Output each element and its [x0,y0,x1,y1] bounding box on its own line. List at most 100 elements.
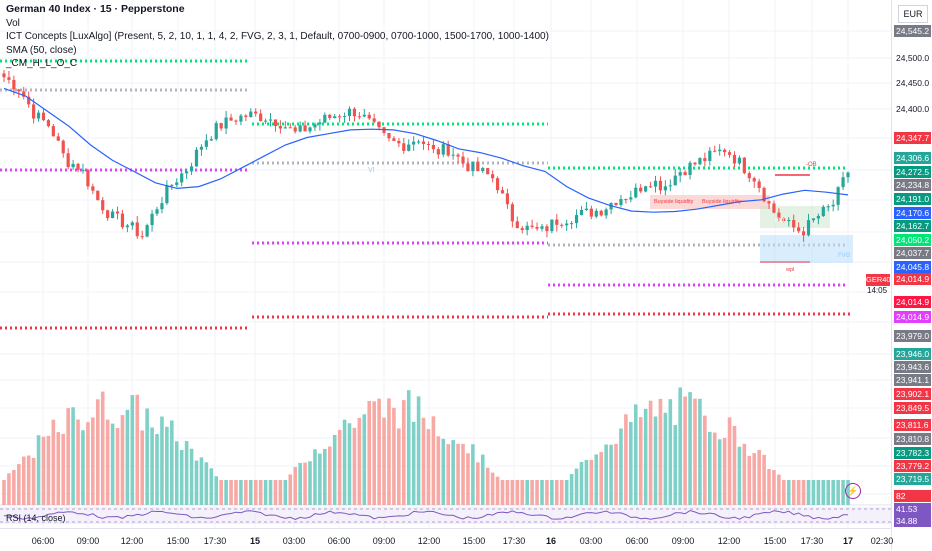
candle-body [821,206,825,216]
volume-bar [110,423,115,505]
volume-bar [382,417,386,505]
volume-bar [194,460,199,505]
price-label: 24,500.0 [896,53,930,63]
fvg-zone [760,206,830,228]
price-label: 41.53 [894,503,931,515]
candle-body [589,208,593,217]
volume-bar [318,453,322,505]
volume-bar [688,392,692,505]
volume-bar [288,474,293,505]
candle-body [288,127,292,129]
volume-bar [155,434,159,505]
volume-bar [550,480,554,505]
volume-bar [826,480,831,505]
volume-bar [480,454,485,505]
volume-bar [673,424,678,505]
volume-bar [476,462,480,505]
volume-bar [36,435,41,505]
volume-bar [298,462,302,505]
candle-body [333,116,337,118]
volume-bar [683,396,687,505]
volume-bar [712,432,717,505]
volume-bar [569,474,574,505]
candle-body [426,144,431,146]
volume-bar [86,422,90,505]
chart-annotation-label: FVG [775,218,788,224]
volume-bar [135,394,140,505]
volume-bar [495,476,500,505]
volume-bar [120,415,125,505]
volume-bar [782,480,786,505]
candle-body [263,120,268,122]
candle-body [2,73,6,78]
candle-body [268,119,273,121]
price-label: 24,014.9 [894,273,931,285]
candle-body [81,169,85,171]
candle-body [456,154,460,157]
candle-body [500,190,505,194]
indicator-sma[interactable]: SMA (50, close) [6,44,77,56]
candle-body [584,208,589,210]
volume-bar [145,408,149,505]
candle-body [36,112,41,119]
indicator-cm-hloc[interactable]: _CM_H_L_O_C [6,58,78,69]
chart-annotation-label: Buyside liquidity [654,199,694,205]
volume-bar [821,480,826,505]
candle-body [515,221,519,229]
volume-bar [160,416,164,505]
volume-bar [100,391,105,505]
price-label: 23,779.2 [894,460,931,472]
volume-bar [115,427,120,505]
volume-bar [21,456,26,505]
price-label: 23,810.8 [894,433,931,445]
indicator-vol[interactable]: Vol [6,17,20,29]
candle-body [550,219,554,232]
candle-body [579,209,584,216]
volume-bar [327,446,332,505]
volume-bar [767,469,771,505]
candle-body [308,127,312,132]
candle-body [752,178,756,182]
candle-body [22,91,26,97]
time-axis[interactable]: 06:00 09:00 12:00 15:00 17:30 15 03:00 06:00 09:… [0,528,893,551]
time-label: 09:00 [76,536,100,546]
volume-bar [313,449,317,505]
candle-body [446,144,450,156]
symbol-price-tag: GER40 [866,274,891,286]
volume-bar [742,443,747,505]
chart-annotation-label: VI [368,167,375,174]
candle-body [101,200,105,211]
currency-button[interactable]: EUR [898,5,928,23]
volume-bar [362,414,367,505]
volume-bar [540,480,544,505]
chart-title[interactable]: German 40 Index · 15 · Pepperstone [6,3,185,15]
volume-bar [337,429,342,505]
candle-body [727,152,732,155]
candle-body [520,228,524,231]
volume-bar [609,444,613,505]
price-label: 82 [894,490,931,502]
volume-bar [485,467,490,505]
price-label: 24,545.2 [894,25,931,37]
volume-bar [357,417,362,505]
candle-body [742,157,746,174]
candle-body [792,219,796,228]
volume-bar [643,408,648,505]
chart-canvas[interactable]: Buyside liquidity Buyside liquidity -OB FVG… [0,0,891,528]
candle-body [811,218,816,221]
flash-icon[interactable]: ⚡ [845,483,861,499]
rsi-legend[interactable]: RSI (14, close) [6,513,66,523]
indicator-ict-concepts[interactable]: ICT Concepts [LuxAlgo] (Present, 5, 2, 1… [6,31,549,42]
chart-annotation-label: wpl [785,267,794,273]
fvg-zone [760,235,853,263]
volume-bar [737,446,742,505]
candle-body [61,140,65,154]
volume-bar [416,396,421,505]
volume-bar [772,470,776,505]
price-axis[interactable]: EUR 24,545.2 24,500.0 24,450.0 24,400.0 24,3… [891,0,932,550]
candle-body [170,184,174,186]
candle-body [342,116,347,118]
candle-body [7,77,11,80]
sma-path [3,87,849,213]
candle-body [165,185,169,204]
